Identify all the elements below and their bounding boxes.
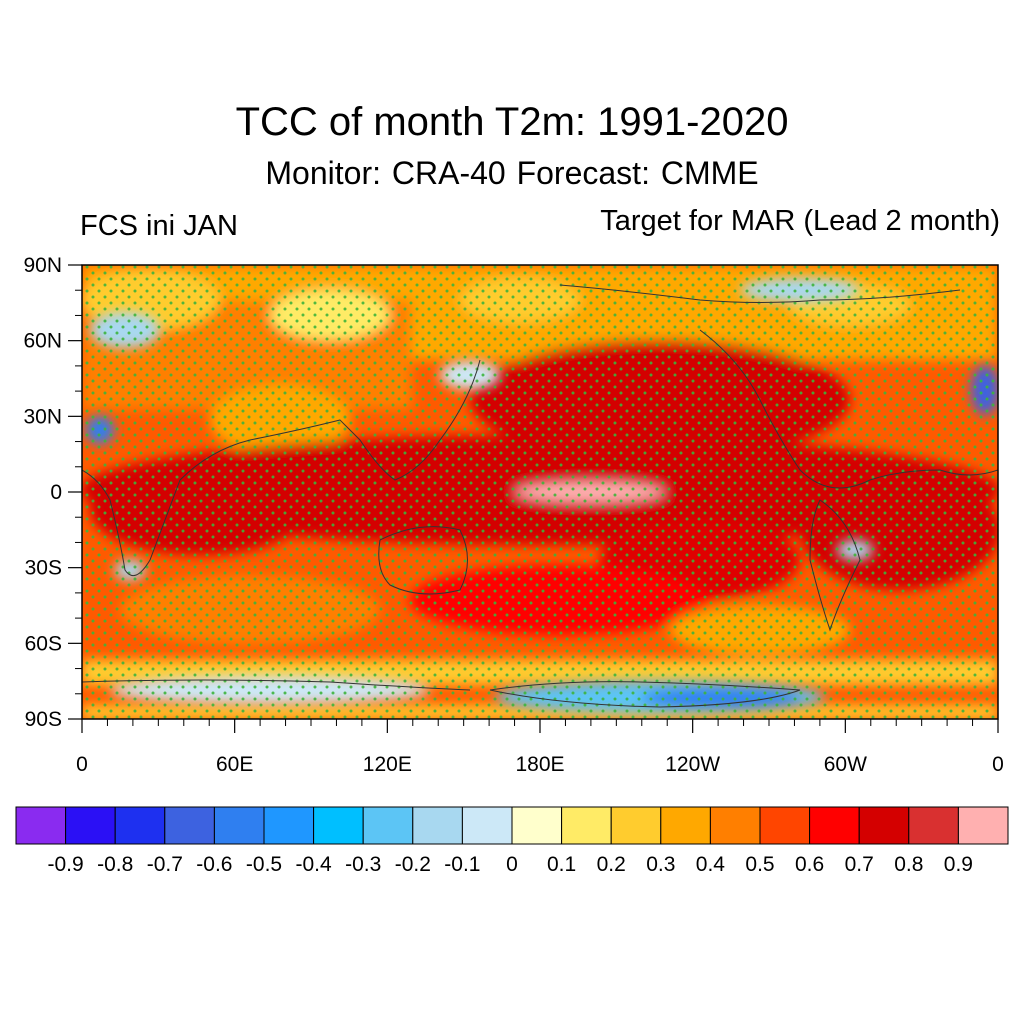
colorbar-swatch [263,806,315,845]
colorbar-label: 0.6 [795,853,824,876]
colorbar-swatch [114,806,166,845]
lon-tick-label: 180E [515,753,564,776]
colorbar-label: -0.3 [345,853,381,876]
colorbar-swatch [15,806,67,845]
colorbar-swatch [709,806,761,845]
colorbar-label: -0.8 [97,853,133,876]
chart-subtitle: Monitor: CRA-40 Forecast: CMME [265,155,759,191]
colorbar-swatch [213,806,265,845]
colorbar-label: 0.9 [944,853,973,876]
lat-tick-label: 90S [25,708,62,731]
colorbar-label: -0.9 [48,853,84,876]
colorbar-label: -0.6 [196,853,232,876]
lon-tick-label: 60W [824,753,867,776]
colorbar-swatch [461,806,513,845]
colorbar-swatch [313,806,364,845]
colorbar-swatch [412,806,463,845]
colorbar-swatch [511,806,563,845]
colorbar-label: 0.3 [646,853,675,876]
lon-tick-label: 0 [992,753,1004,776]
colorbar-swatch [858,806,910,845]
lon-tick-label: 60E [216,753,253,776]
colorbar-label: 0.5 [745,853,774,876]
colorbar-swatch [362,806,414,845]
lon-tick-label: 120W [665,753,720,776]
lat-tick-label: 60S [25,632,62,655]
target-label: Target for MAR (Lead 2 month) [600,205,1000,237]
colorbar-label: -0.4 [296,853,333,876]
colorbar-swatch [610,806,662,845]
lat-tick-label: 30N [23,405,62,428]
colorbar-swatch [809,806,860,845]
lat-tick-label: 90N [23,254,62,277]
colorbar-label: -0.7 [147,853,183,876]
colorbar-swatch [957,806,1009,845]
colorbar-swatch [164,806,215,845]
colorbar-label: -0.5 [246,853,282,876]
colorbar-swatch [908,806,959,845]
lat-tick-label: 0 [50,481,62,504]
colorbar: -0.9 -0.8 -0.7 -0.6 -0.5 -0.4 -0.3 -0.2 -0.1 0 0.1… [15,806,1009,876]
colorbar-label: -0.2 [395,853,431,876]
colorbar-label: -0.1 [444,853,480,876]
longitude-axis: 0 60E 120E 180E 120W 60W 0 [76,719,1004,776]
lat-tick-label: 30S [25,557,62,580]
latitude-axis: 90N 60N 30N 0 30S 60S 90S [23,254,82,731]
colorbar-label: 0.4 [696,853,726,876]
colorbar-label: 0.1 [547,853,576,876]
lon-tick-label: 120E [363,753,412,776]
lat-tick-label: 60N [23,330,62,353]
lon-tick-label: 0 [76,753,88,776]
chart-title: TCC of month T2m: 1991-2020 [235,100,789,144]
colorbar-label: 0.2 [597,853,626,876]
colorbar-swatch [561,806,612,845]
field-layer [82,265,998,719]
colorbar-swatch [660,806,711,845]
colorbar-swatch [65,806,116,845]
colorbar-label: 0.8 [894,853,923,876]
coastlines [82,284,998,708]
init-label: FCS ini JAN [80,210,238,242]
colorbar-label: 0.7 [845,853,874,876]
colorbar-label: 0 [506,853,518,876]
colorbar-swatch [759,806,811,845]
